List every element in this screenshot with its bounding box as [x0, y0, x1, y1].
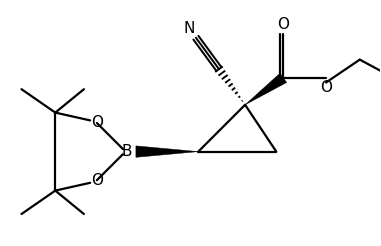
- Text: O: O: [91, 173, 103, 188]
- Polygon shape: [136, 146, 198, 157]
- Text: N: N: [183, 21, 195, 36]
- Text: O: O: [277, 17, 289, 32]
- Text: B: B: [122, 144, 132, 159]
- Polygon shape: [245, 73, 287, 105]
- Text: O: O: [91, 116, 103, 130]
- Text: O: O: [320, 80, 332, 95]
